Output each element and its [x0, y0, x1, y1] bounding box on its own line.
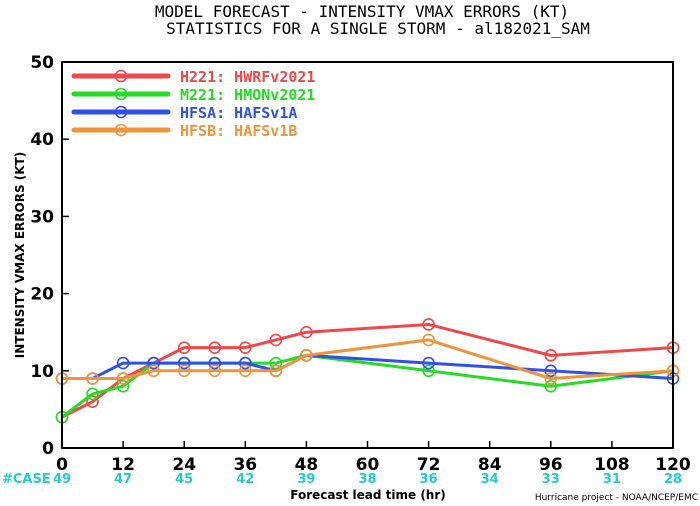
- data-point: [116, 356, 130, 370]
- data-point: [177, 364, 191, 378]
- case-count: 42: [236, 472, 254, 487]
- case-values: 49 47 45 42 39 38 36 34 33 31 28: [53, 472, 682, 487]
- data-point: [269, 333, 283, 347]
- case-count: 38: [358, 472, 376, 487]
- case-count: 45: [175, 472, 193, 487]
- y-tick-label: 50: [30, 53, 54, 73]
- chart-subtitle: STATISTICS FOR A SINGLE STORM - al182021…: [166, 19, 590, 38]
- legend-marker: [114, 123, 128, 137]
- legend-item: HFSA: HAFSv1A: [71, 104, 297, 122]
- x-tick-label: 36: [233, 455, 257, 475]
- data-point: [544, 349, 558, 362]
- x-axis-ticks: 0 12 24 36 48 60 72 84 96 108 120: [56, 441, 691, 475]
- y-axis-label: INTENSITY VMAX ERRORS (KT): [13, 152, 27, 358]
- legend-marker: [114, 105, 128, 119]
- x-axis-label: Forecast lead time (hr): [290, 488, 446, 502]
- data-point: [147, 364, 160, 378]
- data-point: [544, 372, 558, 385]
- data-point: [177, 356, 191, 370]
- case-count: 33: [542, 472, 560, 487]
- data-point: [239, 356, 252, 370]
- legend-label: M221: HMONv2021: [180, 86, 315, 104]
- series: [55, 349, 680, 424]
- series-line: [61, 322, 674, 419]
- legend-label: HFSB: HAFSv1B: [180, 122, 297, 140]
- series-layer: [55, 318, 680, 424]
- legend-item: HFSB: HAFSv1B: [71, 122, 297, 140]
- legend-marker: [114, 69, 128, 83]
- x-tick-label: 72: [417, 455, 441, 475]
- x-tick-label: 108: [594, 455, 630, 475]
- case-count: 28: [664, 472, 682, 487]
- data-point: [177, 341, 191, 354]
- case-count: 36: [420, 472, 438, 487]
- legend-label: HFSA: HAFSv1A: [180, 104, 297, 122]
- data-point: [86, 372, 99, 385]
- data-point: [422, 364, 435, 378]
- data-point: [269, 364, 283, 378]
- data-point: [422, 333, 435, 347]
- data-point: [300, 349, 313, 362]
- y-tick-label: 30: [30, 207, 54, 227]
- legend-label: H221: HWRFv2021: [180, 68, 315, 86]
- x-tick-label: 60: [356, 455, 380, 475]
- y-tick-label: 10: [30, 362, 54, 382]
- data-point: [239, 341, 252, 354]
- chart-title: MODEL FORECAST - INTENSITY VMAX ERRORS (…: [155, 2, 569, 21]
- x-tick-label: 0: [56, 455, 68, 475]
- legend-item: H221: HWRFv2021: [71, 68, 315, 86]
- x-tick-label: 24: [172, 455, 196, 475]
- data-point: [422, 318, 435, 331]
- data-point: [86, 387, 99, 401]
- x-tick-label: 84: [478, 455, 502, 475]
- data-point: [544, 364, 558, 378]
- data-point: [300, 325, 313, 339]
- plot-frame: [61, 61, 674, 449]
- y-tick-label: 0: [42, 439, 54, 459]
- case-label: #CASE: [2, 472, 51, 487]
- legend-marker: [114, 87, 128, 101]
- x-tick-label: 120: [655, 455, 691, 475]
- series-line: [62, 353, 674, 381]
- data-point: [239, 364, 252, 378]
- data-point: [86, 395, 99, 408]
- data-point: [116, 372, 130, 385]
- case-count: 34: [481, 472, 499, 487]
- data-point: [147, 356, 160, 370]
- credit-text: Hurricane project - NOAA/NCEP/EMC: [535, 493, 698, 503]
- data-point: [544, 379, 558, 393]
- data-point: [116, 379, 130, 393]
- data-point: [208, 341, 222, 354]
- y-axis-ticks: 0 10 20 30 40 50: [30, 53, 69, 459]
- case-count: 39: [297, 472, 315, 487]
- y-tick-label: 20: [30, 285, 54, 305]
- data-point: [208, 356, 222, 370]
- x-tick-label: 96: [539, 455, 563, 475]
- case-count: 31: [603, 472, 621, 487]
- case-count: 49: [53, 472, 71, 487]
- data-point: [208, 364, 222, 378]
- data-point: [269, 356, 283, 370]
- y-tick-label: 40: [30, 130, 54, 150]
- legend-item: M221: HMONv2021: [71, 86, 315, 104]
- case-count: 47: [114, 472, 132, 487]
- x-tick-label: 12: [111, 455, 135, 475]
- x-tick-label: 48: [295, 455, 319, 475]
- data-point: [422, 356, 435, 370]
